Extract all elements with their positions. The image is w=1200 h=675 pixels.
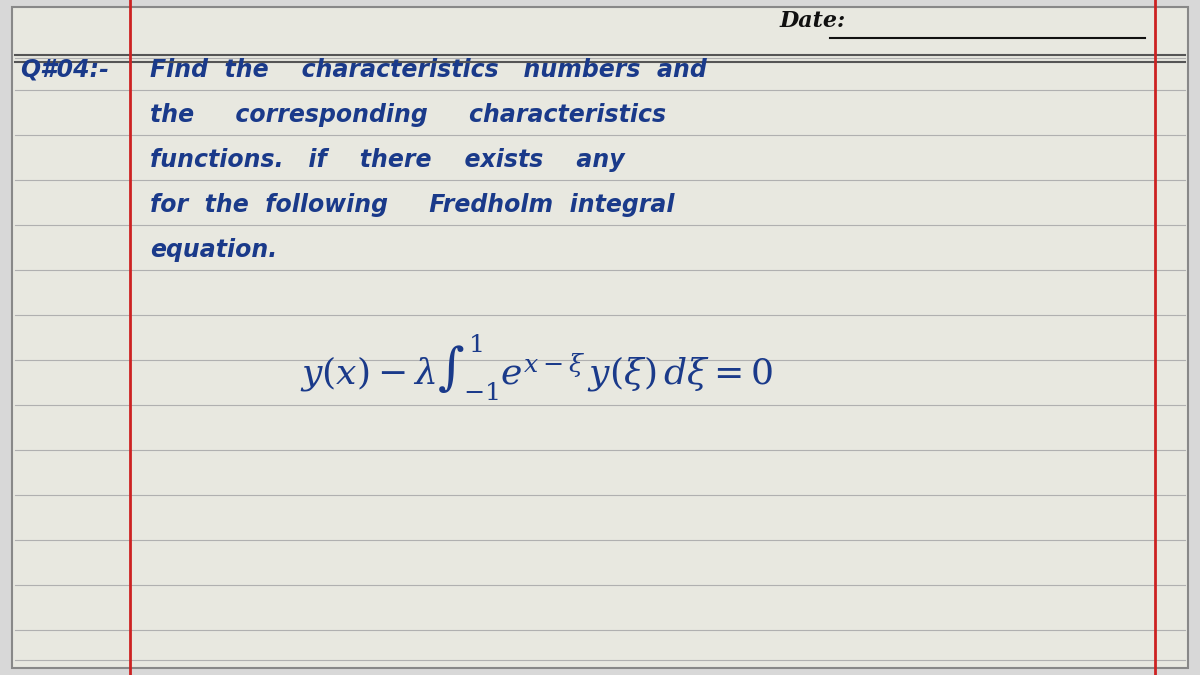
Text: equation.: equation. [150,238,277,262]
FancyBboxPatch shape [12,7,1188,668]
Text: the     corresponding     characteristics: the corresponding characteristics [150,103,666,127]
Text: Date:: Date: [780,10,846,32]
Text: Find  the    characteristics   numbers  and: Find the characteristics numbers and [150,58,707,82]
Text: for  the  following     Fredholm  integral: for the following Fredholm integral [150,193,674,217]
Text: $y(x) - \lambda \int_{-1}^{1} e^{x-\xi}\, y(\xi)\, d\xi = 0$: $y(x) - \lambda \int_{-1}^{1} e^{x-\xi}\… [300,332,773,403]
Text: functions.   if    there    exists    any: functions. if there exists any [150,148,625,172]
Text: Q#04:-: Q#04:- [20,58,109,82]
